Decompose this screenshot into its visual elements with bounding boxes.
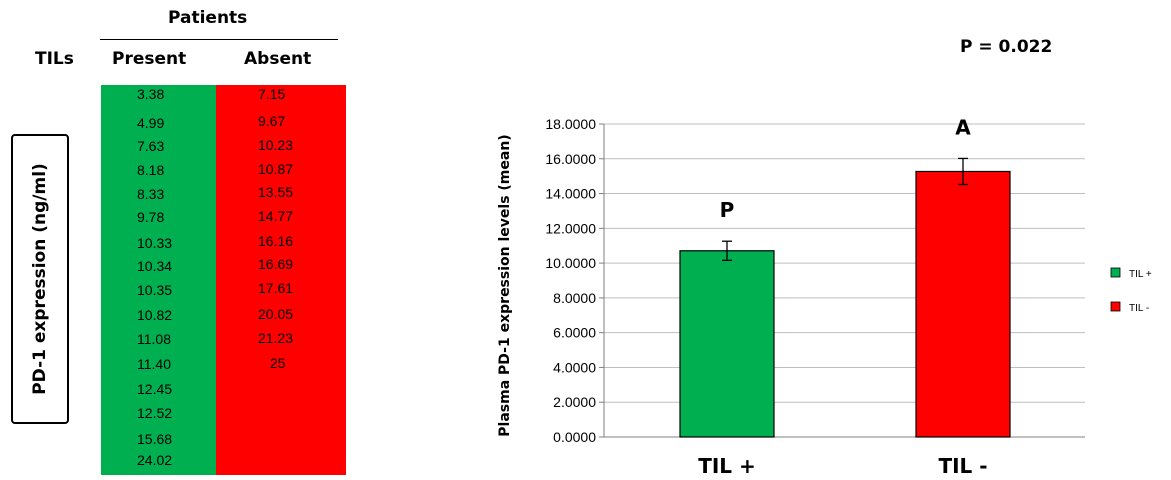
present-value-cell: 10.34 <box>137 258 173 274</box>
header-rule <box>100 39 338 40</box>
bar-annotation: A <box>955 115 971 139</box>
present-value-cell: 10.35 <box>137 282 173 298</box>
y-tick-label: 6.0000 <box>553 325 596 341</box>
present-value-cell: 8.33 <box>137 186 165 202</box>
p-value-label: P = 0.022 <box>960 37 1053 57</box>
present-column-header: Present <box>112 49 187 69</box>
legend-swatch <box>1110 301 1121 312</box>
absent-value-cell: 20.05 <box>258 306 294 322</box>
present-value-cell: 15.68 <box>137 431 173 447</box>
absent-value-cell: 21.23 <box>258 330 294 346</box>
legend-label: TIL - <box>1129 303 1149 314</box>
y-tick-label: 2.0000 <box>553 394 596 410</box>
category-label: TIL - <box>938 454 987 478</box>
row-label-box <box>11 134 69 424</box>
absent-value-cell: 14.77 <box>258 208 294 224</box>
present-value-cell: 8.18 <box>137 162 165 178</box>
y-axis-label: Plasma PD-1 expression levels (mean) <box>497 134 513 436</box>
absent-column-header: Absent <box>244 49 312 69</box>
present-value-cell: 11.40 <box>137 356 171 372</box>
patients-header: Patients <box>168 8 248 28</box>
y-tick-label: 18.0000 <box>545 116 596 132</box>
category-label: TIL + <box>698 454 756 478</box>
absent-value-cell: 16.16 <box>258 233 294 249</box>
present-value-cell: 12.52 <box>137 405 173 421</box>
present-column-background <box>101 85 216 475</box>
absent-value-cell: 10.23 <box>258 137 294 153</box>
bar <box>679 250 775 438</box>
absent-value-cell: 10.87 <box>258 161 294 177</box>
present-value-cell: 10.82 <box>137 307 173 323</box>
y-tick-label: 10.0000 <box>545 255 596 271</box>
present-value-cell: 7.63 <box>137 138 165 154</box>
legend-label: TIL + <box>1129 269 1152 280</box>
legend-swatch <box>1110 267 1121 278</box>
y-tick-label: 8.0000 <box>553 290 596 306</box>
tils-header: TILs <box>35 49 74 69</box>
present-value-cell: 11.08 <box>137 331 171 347</box>
y-tick-label: 0.0000 <box>553 429 596 445</box>
present-value-cell: 24.02 <box>137 452 173 468</box>
absent-column-background <box>216 85 346 475</box>
present-value-cell: 12.45 <box>137 381 173 397</box>
present-value-cell: 9.78 <box>137 209 165 225</box>
absent-value-cell: 13.55 <box>258 184 294 200</box>
y-tick-label: 16.0000 <box>545 151 596 167</box>
bar <box>915 170 1011 438</box>
absent-value-cell: 7.15 <box>258 86 286 102</box>
y-tick-label: 4.0000 <box>553 359 596 375</box>
absent-value-cell: 17.61 <box>258 280 294 296</box>
absent-value-cell: 25 <box>270 355 286 371</box>
bar-annotation: P <box>720 198 735 222</box>
y-tick-label: 14.0000 <box>545 186 596 202</box>
absent-value-cell: 16.69 <box>258 256 294 272</box>
y-tick-label: 12.0000 <box>545 220 596 236</box>
absent-value-cell: 9.67 <box>258 113 286 129</box>
present-value-cell: 3.38 <box>137 86 165 102</box>
present-value-cell: 4.99 <box>137 115 165 131</box>
present-value-cell: 10.33 <box>137 235 173 251</box>
